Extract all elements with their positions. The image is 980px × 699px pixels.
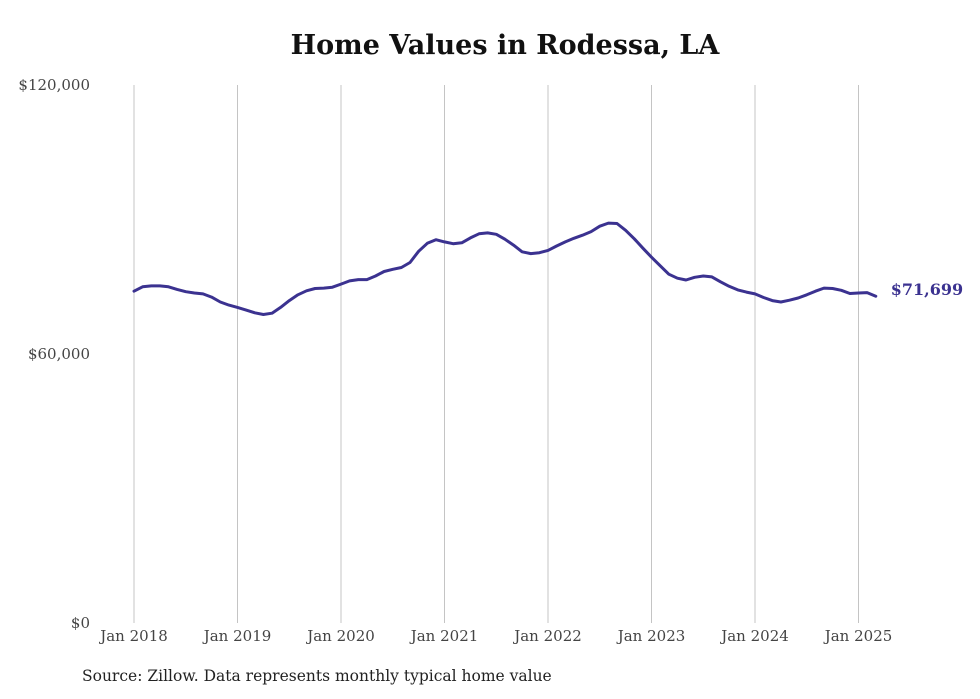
x-tick-label: Jan 2021 (409, 627, 479, 645)
y-tick-label: $60,000 (28, 345, 90, 363)
y-axis-ticks: $0 $60,000 $120,000 (18, 76, 90, 632)
x-tick-label: Jan 2018 (98, 627, 168, 645)
x-tick-label: Jan 2023 (616, 627, 686, 645)
x-tick-label: Jan 2020 (305, 627, 375, 645)
x-tick-label: Jan 2025 (823, 627, 893, 645)
end-label-layer: $71,699 (891, 280, 963, 299)
x-tick-label: Jan 2024 (719, 627, 789, 645)
x-axis-ticks: Jan 2018 Jan 2019 Jan 2020 Jan 2021 Jan 2022… (98, 627, 892, 645)
x-tick-label: Jan 2022 (512, 627, 582, 645)
chart-title: Home Values in Rodessa, LA (290, 30, 720, 61)
y-tick-label: $120,000 (18, 76, 90, 94)
series-layer (132, 221, 878, 316)
series-line-0 (132, 221, 878, 316)
x-tick-label: Jan 2019 (202, 627, 272, 645)
source-note: Source: Zillow. Data represents monthly … (82, 667, 552, 685)
end-value-label: $71,699 (891, 280, 963, 299)
grid-lines (133, 85, 859, 623)
y-tick-label: $0 (71, 614, 90, 632)
